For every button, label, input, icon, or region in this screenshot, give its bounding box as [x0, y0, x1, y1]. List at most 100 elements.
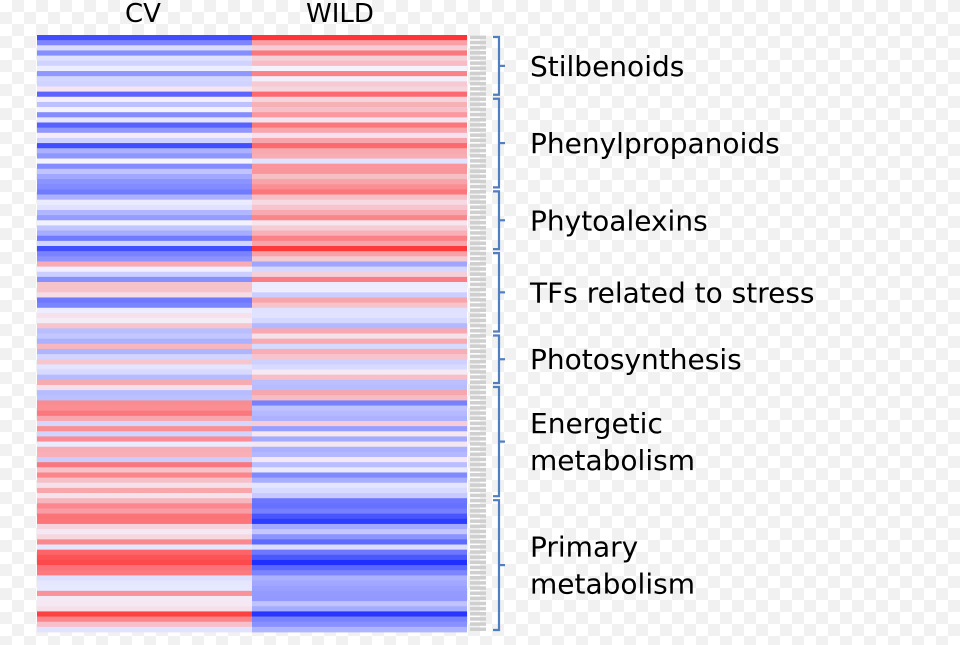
heatmap-cell-cv-75: [37, 420, 252, 427]
heatmap-cell-cv-20: [37, 137, 252, 144]
heatmap-cell-cv-46: [37, 271, 252, 278]
heatmap-cell-cv-33: [37, 204, 252, 211]
heatmap-cell-cv-52: [37, 302, 252, 309]
heatmap-cell-cv-13: [37, 101, 252, 108]
heatmap-cell-cv-65: [37, 369, 252, 376]
row-label-mark-33: [470, 205, 486, 209]
row-label-mark-67: [470, 380, 486, 384]
row-label-mark-10: [470, 87, 486, 91]
heatmap-cell-wild-27: [252, 173, 467, 180]
heatmap-cell-wild-50: [252, 292, 467, 298]
column-header-wild: WILD: [306, 0, 374, 29]
heatmap-cell-wild-40: [252, 240, 467, 247]
heatmap-cell-wild-93: [252, 513, 467, 520]
heatmap-cell-wild-8: [252, 76, 467, 82]
heatmap-cell-wild-51: [252, 297, 467, 304]
heatmap-cell-wild-57: [252, 328, 467, 334]
heatmap-cell-cv-107: [37, 585, 252, 592]
heatmap-cell-cv-115: [37, 626, 252, 633]
row-label-mark-104: [470, 570, 486, 575]
heatmap-cell-wild-53: [252, 307, 467, 314]
row-label-mark-4: [470, 56, 486, 60]
group-brackets: [493, 35, 505, 632]
heatmap-cell-wild-86: [252, 477, 467, 484]
row-label-mark-3: [470, 51, 486, 55]
heatmap-cell-cv-47: [37, 276, 252, 283]
row-label-mark-36: [470, 220, 486, 225]
group-label-6-line-1: metabolism: [530, 568, 695, 601]
row-label-mark-78: [470, 437, 486, 441]
row-label-mark-68: [470, 385, 486, 390]
row-label-mark-56: [470, 323, 486, 328]
column-header-cv: CV: [125, 0, 161, 29]
heatmap-cell-cv-10: [37, 86, 252, 93]
row-label-mark-95: [470, 524, 486, 529]
heatmap-cell-cv-56: [37, 323, 252, 329]
heatmap-cell-wild-24: [252, 158, 467, 165]
heatmap-cell-wild-112: [252, 611, 467, 617]
heatmap-cell-cv-68: [37, 384, 252, 391]
heatmap-cell-cv-57: [37, 328, 252, 334]
heatmap-cell-wild-22: [252, 148, 467, 154]
heatmap-cell-cv-70: [37, 395, 252, 401]
row-label-mark-76: [470, 426, 486, 431]
heatmap-cell-wild-106: [252, 580, 467, 587]
heatmap-cell-cv-8: [37, 76, 252, 82]
heatmap-cell-cv-93: [37, 513, 252, 520]
heatmap-cell-cv-103: [37, 565, 252, 571]
heatmap-cell-wild-2: [252, 45, 467, 51]
heatmap-cell-wild-70: [252, 395, 467, 401]
group-bracket-3: [493, 252, 501, 333]
heatmap-cell-wild-100: [252, 549, 467, 556]
row-label-mark-69: [470, 390, 486, 395]
row-label-mark-27: [470, 174, 486, 179]
row-label-mark-58: [470, 334, 486, 338]
heatmap-cell-cv-106: [37, 580, 252, 587]
group-label-5-line-0: Energetic: [530, 407, 663, 440]
heatmap-cell-cv-11: [37, 91, 252, 98]
row-label-mark-29: [470, 184, 486, 189]
heatmap-cell-wild-30: [252, 189, 467, 195]
heatmap-cell-cv-110: [37, 601, 252, 607]
heatmap-cell-wild-10: [252, 86, 467, 93]
heatmap-cell-cv-9: [37, 81, 252, 87]
heatmap-cell-wild-56: [252, 323, 467, 329]
heatmap-cell-wild-63: [252, 359, 467, 365]
row-label-mark-23: [470, 153, 486, 158]
row-label-mark-49: [470, 287, 486, 292]
row-label-mark-47: [470, 277, 486, 282]
heatmap-cell-wild-52: [252, 302, 467, 309]
heatmap-cell-cv-63: [37, 359, 252, 365]
row-label-mark-42: [470, 251, 486, 256]
row-label-mark-94: [470, 519, 486, 523]
heatmap-cell-cv-99: [37, 544, 252, 551]
heatmap-cell-cv-0: [37, 35, 252, 41]
heatmap-cell-cv-80: [37, 446, 252, 453]
row-label-mark-102: [470, 560, 486, 565]
row-label-mark-12: [470, 97, 486, 101]
heatmap-cell-cv-28: [37, 179, 252, 185]
heatmap-cell-cv-55: [37, 318, 252, 324]
row-label-mark-111: [470, 606, 486, 611]
heatmap-cell-wild-65: [252, 369, 467, 376]
heatmap-cell-cv-104: [37, 570, 252, 576]
heatmap-cell-cv-41: [37, 246, 252, 252]
heatmap-cell-wild-82: [252, 457, 467, 463]
heatmap-cell-wild-36: [252, 220, 467, 226]
heatmap-cell-wild-28: [252, 179, 467, 185]
heatmap-cell-cv-92: [37, 508, 252, 515]
heatmap-cells: [37, 35, 467, 633]
heatmap-cell-cv-43: [37, 256, 252, 262]
heatmap-cell-wild-43: [252, 256, 467, 262]
row-label-mark-80: [470, 447, 486, 451]
heatmap-cell-cv-81: [37, 451, 252, 458]
heatmap-cell-wild-94: [252, 518, 467, 525]
heatmap-cell-wild-81: [252, 451, 467, 458]
row-label-mark-109: [470, 596, 486, 601]
heatmap-cell-cv-49: [37, 287, 252, 293]
heatmap-cell-cv-27: [37, 173, 252, 180]
group-label-5-line-1: metabolism: [530, 444, 695, 477]
heatmap-cell-cv-15: [37, 112, 252, 118]
row-label-mark-41: [470, 246, 486, 251]
heatmap-cell-wild-9: [252, 81, 467, 87]
